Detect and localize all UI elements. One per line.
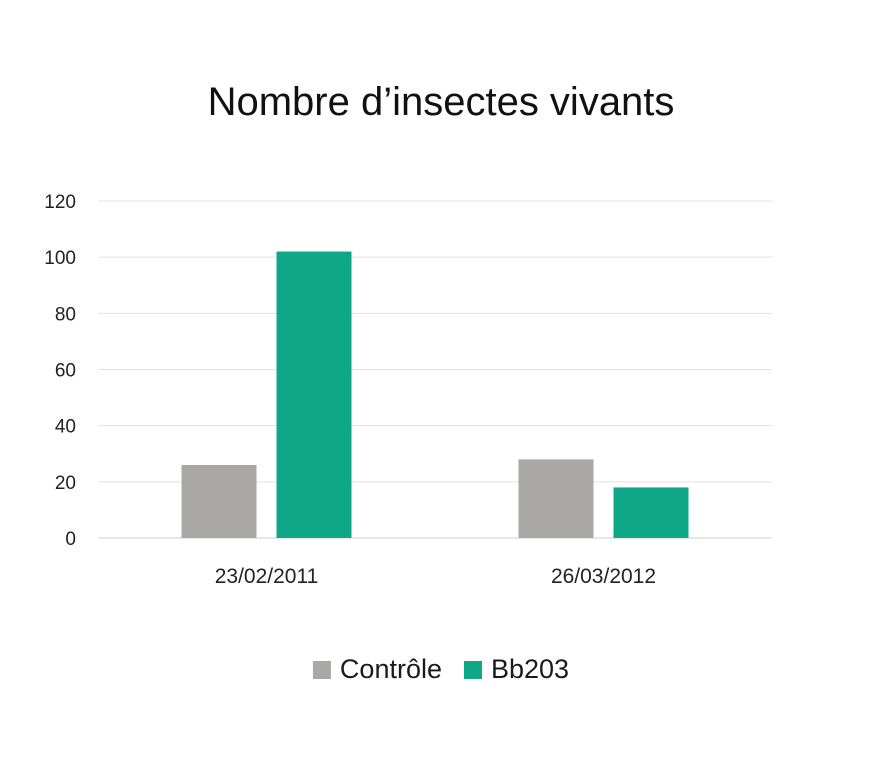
x-axis-category-labels: 23/02/2011 26/03/2012 [215, 565, 656, 588]
legend-swatch [463, 661, 482, 679]
legend-label: Contrôle [340, 654, 442, 684]
bar-bb203-2 [613, 487, 689, 538]
bar-contr-le-2 [518, 459, 594, 538]
y-tick-label: 40 [55, 417, 76, 438]
y-tick-label: 20 [55, 473, 76, 494]
x-category-label: 26/03/2012 [551, 565, 656, 588]
bar-contr-le-1 [181, 464, 257, 538]
bar-bb203-1 [276, 251, 352, 539]
y-axis-tick-labels: 0 20 40 60 80 100 120 [44, 192, 76, 550]
legend-item: Contrôle [312, 654, 442, 684]
legend-swatch [312, 661, 331, 679]
y-tick-label: 100 [44, 248, 76, 269]
legend-item: Bb203 [463, 654, 569, 684]
y-tick-label: 120 [44, 192, 76, 213]
legend: Contrôle Bb203 [312, 654, 569, 684]
bars [181, 251, 689, 539]
y-tick-label: 60 [55, 361, 76, 382]
x-category-label: 23/02/2011 [215, 565, 319, 588]
legend-label: Bb203 [491, 654, 569, 684]
y-tick-label: 80 [55, 304, 76, 325]
y-tick-label: 0 [65, 529, 76, 550]
chart-title: Nombre d’insectes vivants [208, 80, 675, 124]
